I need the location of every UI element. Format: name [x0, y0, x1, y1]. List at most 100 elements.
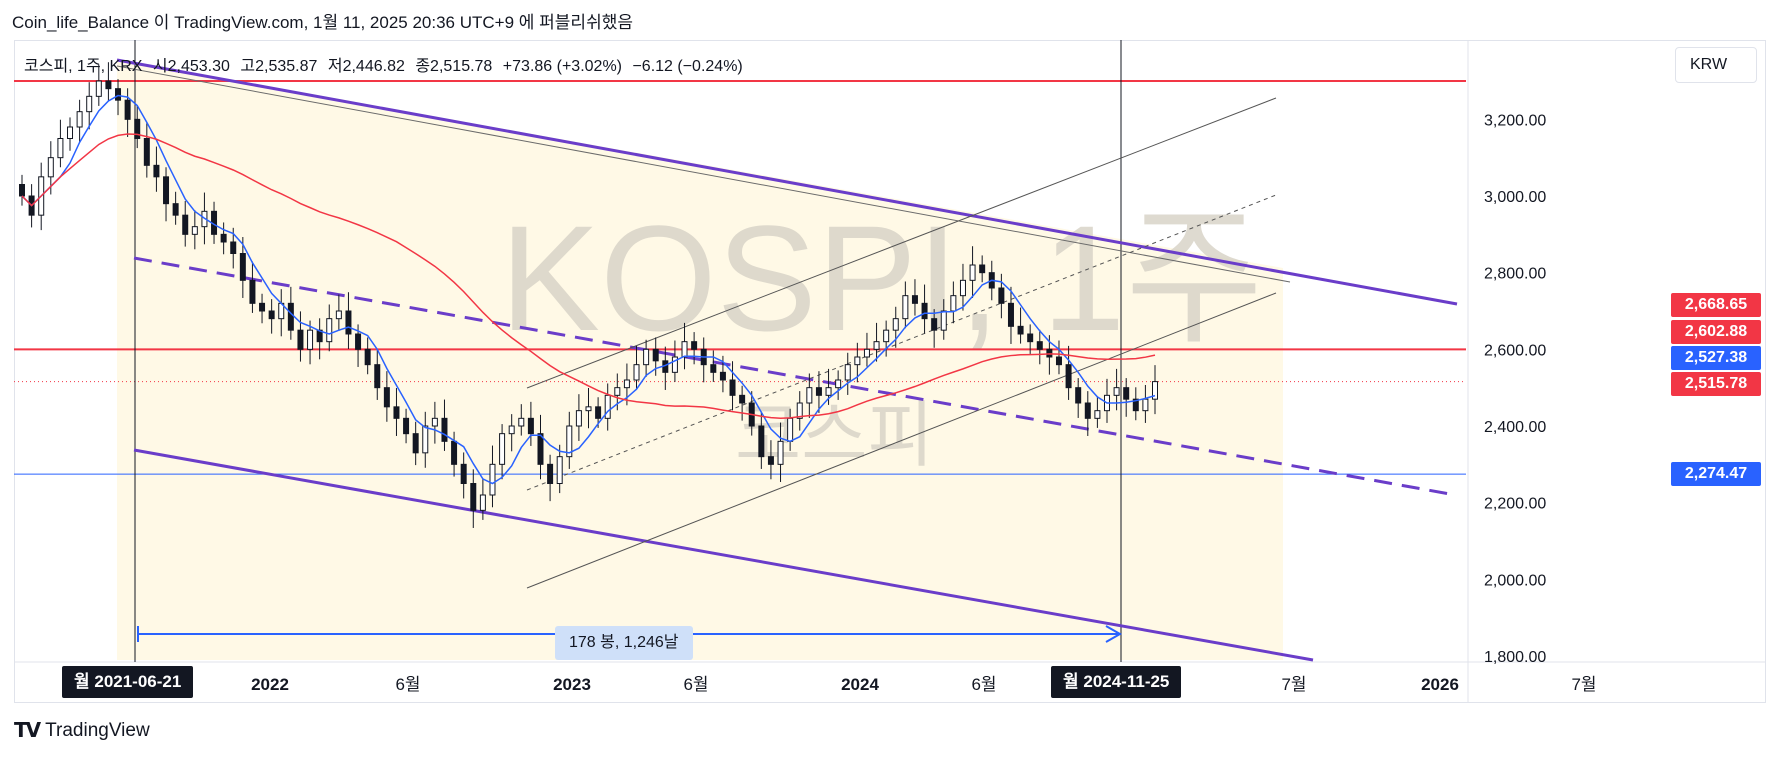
- channel-upper-guide: [116, 65, 1291, 283]
- candle-body: [383, 387, 390, 408]
- candle-body: [575, 410, 582, 427]
- candle-body: [489, 463, 496, 496]
- candle-body: [451, 440, 458, 465]
- price-axis-label: 2,668.65: [1671, 293, 1761, 317]
- candle-body: [19, 184, 25, 197]
- x-tick-label: 6월: [395, 675, 420, 694]
- candle-body: [671, 356, 678, 373]
- candle-body: [950, 295, 957, 312]
- candle-body: [691, 341, 698, 350]
- rising-channel-mid: [526, 194, 1277, 491]
- tradingview-logo-icon: 𝗧𝗩: [14, 720, 41, 742]
- candle-body: [335, 310, 342, 320]
- candle-body: [758, 425, 765, 458]
- moving-average-long: [21, 133, 1156, 419]
- candle-body: [902, 295, 909, 320]
- candle-body: [1142, 398, 1149, 412]
- candle-body: [825, 387, 832, 396]
- candle-body: [479, 494, 486, 511]
- candle-body: [220, 233, 227, 243]
- candle-body: [719, 371, 726, 381]
- candle-body: [393, 406, 400, 419]
- change-secondary: −6.12 (−0.24%): [632, 58, 743, 75]
- candle-body: [326, 318, 333, 343]
- candle-body: [143, 138, 150, 166]
- x-tick-label: 2026: [1421, 675, 1459, 694]
- candle-body: [153, 164, 160, 178]
- measure-arrow-head: [1105, 625, 1123, 643]
- candle-body: [835, 379, 842, 389]
- chart-frame: [14, 40, 1766, 703]
- candle-body: [1046, 348, 1053, 358]
- candle-body: [1017, 325, 1024, 335]
- candle-body: [403, 417, 410, 435]
- x-tick-label: 2024: [841, 675, 879, 694]
- y-tick-label: 2,400.00: [1484, 419, 1546, 436]
- candle-body: [585, 406, 592, 412]
- date-range-measure-label: 178 봉, 1,246날: [555, 626, 693, 660]
- candle-body: [1094, 410, 1101, 419]
- candle-body: [892, 318, 899, 331]
- brand-name: TradingView: [45, 719, 150, 741]
- open-value: 시2,453.30: [152, 58, 230, 75]
- price-axis-label: 2,274.47: [1671, 462, 1761, 487]
- candle-body: [883, 329, 890, 343]
- candle-body: [614, 387, 621, 396]
- candle-body: [124, 99, 131, 120]
- candle-body: [1084, 402, 1091, 419]
- candle-body: [604, 394, 611, 419]
- candle-body: [115, 88, 122, 101]
- close-value: 종2,515.78: [415, 58, 493, 75]
- candle-body: [527, 417, 534, 435]
- x-tick-label: 2022: [251, 675, 289, 694]
- candle-body: [537, 433, 544, 465]
- candle-body: [806, 387, 813, 404]
- watermark-name: 코스피: [735, 393, 934, 477]
- candle-body: [940, 310, 947, 331]
- footer-brand[interactable]: 𝗧𝗩 TradingView: [14, 718, 150, 743]
- candle-body: [307, 329, 314, 350]
- y-tick-label: 2,600.00: [1484, 342, 1546, 359]
- price-axis-label: 2,527.38: [1671, 346, 1761, 370]
- candle-body: [191, 226, 198, 235]
- candle-body: [595, 406, 602, 419]
- candle-body: [345, 310, 352, 335]
- candle-body: [911, 295, 918, 304]
- rising-channel-lower: [526, 292, 1277, 589]
- candle-body: [86, 95, 93, 113]
- candle-body: [931, 318, 938, 331]
- candle-body: [57, 138, 64, 159]
- change-value: +73.86 (+3.02%): [502, 58, 622, 75]
- candle-body: [921, 302, 928, 320]
- y-tick-label: 2,800.00: [1484, 266, 1546, 283]
- candle-body: [422, 425, 429, 454]
- candle-body: [777, 440, 784, 465]
- candle-body: [556, 456, 563, 484]
- x-tick-label: 6월: [683, 675, 708, 694]
- candle-body: [652, 348, 659, 362]
- y-tick-label: 2,200.00: [1484, 496, 1546, 513]
- rising-channel-upper: [526, 97, 1277, 389]
- candle-body: [623, 379, 630, 389]
- candle-body: [499, 433, 506, 465]
- symbol-label[interactable]: 코스피, 1주, KRX: [24, 58, 143, 75]
- y-tick-label: 3,000.00: [1484, 189, 1546, 206]
- currency-button[interactable]: KRW: [1675, 47, 1757, 83]
- ohlc-legend: 코스피, 1주, KRX 시2,453.30 고2,535.87 저2,446.…: [24, 52, 749, 76]
- start-date-badge: 월 2021-06-21: [62, 666, 194, 698]
- candle-body: [182, 214, 189, 235]
- candle-body: [739, 394, 746, 404]
- candle-body: [268, 310, 275, 320]
- candle-body: [1055, 356, 1062, 366]
- candle-body: [134, 118, 141, 140]
- candle-body: [643, 348, 650, 366]
- candle-body: [787, 417, 794, 442]
- candle-body: [297, 329, 304, 350]
- candle-body: [1123, 387, 1130, 400]
- candle-body: [441, 417, 448, 442]
- price-axis-label: 2,602.88: [1671, 320, 1761, 344]
- candle-body: [95, 80, 102, 97]
- candle-body: [815, 387, 822, 396]
- end-date-badge: 월 2024-11-25: [1051, 666, 1182, 698]
